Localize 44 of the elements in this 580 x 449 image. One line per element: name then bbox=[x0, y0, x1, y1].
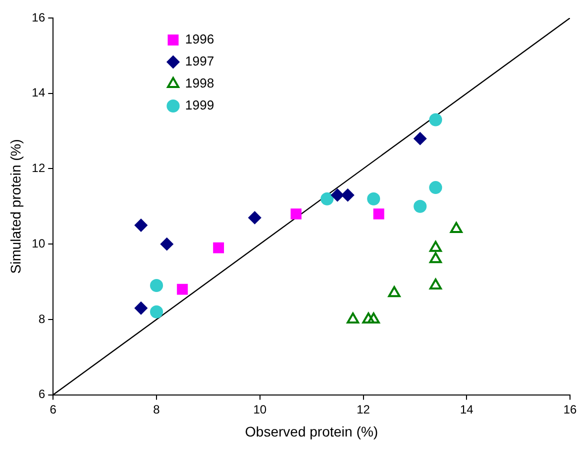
point bbox=[429, 278, 442, 290]
y-tick-label: 14 bbox=[32, 86, 46, 100]
point bbox=[429, 252, 442, 264]
y-tick-label: 12 bbox=[32, 161, 46, 176]
legend-label: 1999 bbox=[185, 98, 214, 113]
point bbox=[362, 312, 375, 324]
point bbox=[346, 312, 360, 324]
point bbox=[134, 302, 148, 315]
y-tick-label: 16 bbox=[32, 10, 46, 24]
point bbox=[134, 218, 148, 232]
point bbox=[213, 242, 224, 254]
point bbox=[414, 200, 427, 213]
x-tick-label: 14 bbox=[460, 402, 474, 416]
point bbox=[450, 222, 462, 234]
x-tick-label: 8 bbox=[153, 402, 160, 416]
point bbox=[414, 132, 427, 146]
x-axis-title: Observed protein (%) bbox=[245, 423, 378, 440]
legend-label: 1996 bbox=[185, 32, 214, 47]
point bbox=[341, 188, 354, 202]
point bbox=[429, 181, 442, 194]
point bbox=[330, 188, 344, 202]
point bbox=[373, 208, 384, 220]
point bbox=[367, 312, 380, 324]
point bbox=[248, 211, 262, 224]
point bbox=[367, 192, 380, 206]
point bbox=[290, 208, 302, 220]
point bbox=[160, 238, 174, 251]
x-tick-label: 16 bbox=[563, 402, 577, 416]
legend-label: 1998 bbox=[185, 76, 214, 91]
point bbox=[150, 305, 164, 318]
x-tick-label: 6 bbox=[50, 402, 57, 416]
point bbox=[388, 286, 400, 298]
x-tick-label: 10 bbox=[253, 402, 267, 416]
legend-label: 1997 bbox=[185, 54, 214, 69]
y-axis-title: Simulated protein (%) bbox=[7, 139, 24, 274]
point bbox=[320, 192, 334, 206]
point bbox=[150, 279, 164, 292]
point bbox=[176, 284, 188, 295]
y-tick-label: 6 bbox=[38, 387, 46, 402]
x-tick-label: 12 bbox=[356, 402, 370, 416]
y-tick-label: 8 bbox=[38, 312, 46, 326]
point bbox=[429, 113, 442, 126]
y-tick-label: 10 bbox=[32, 236, 46, 250]
point bbox=[429, 240, 442, 252]
